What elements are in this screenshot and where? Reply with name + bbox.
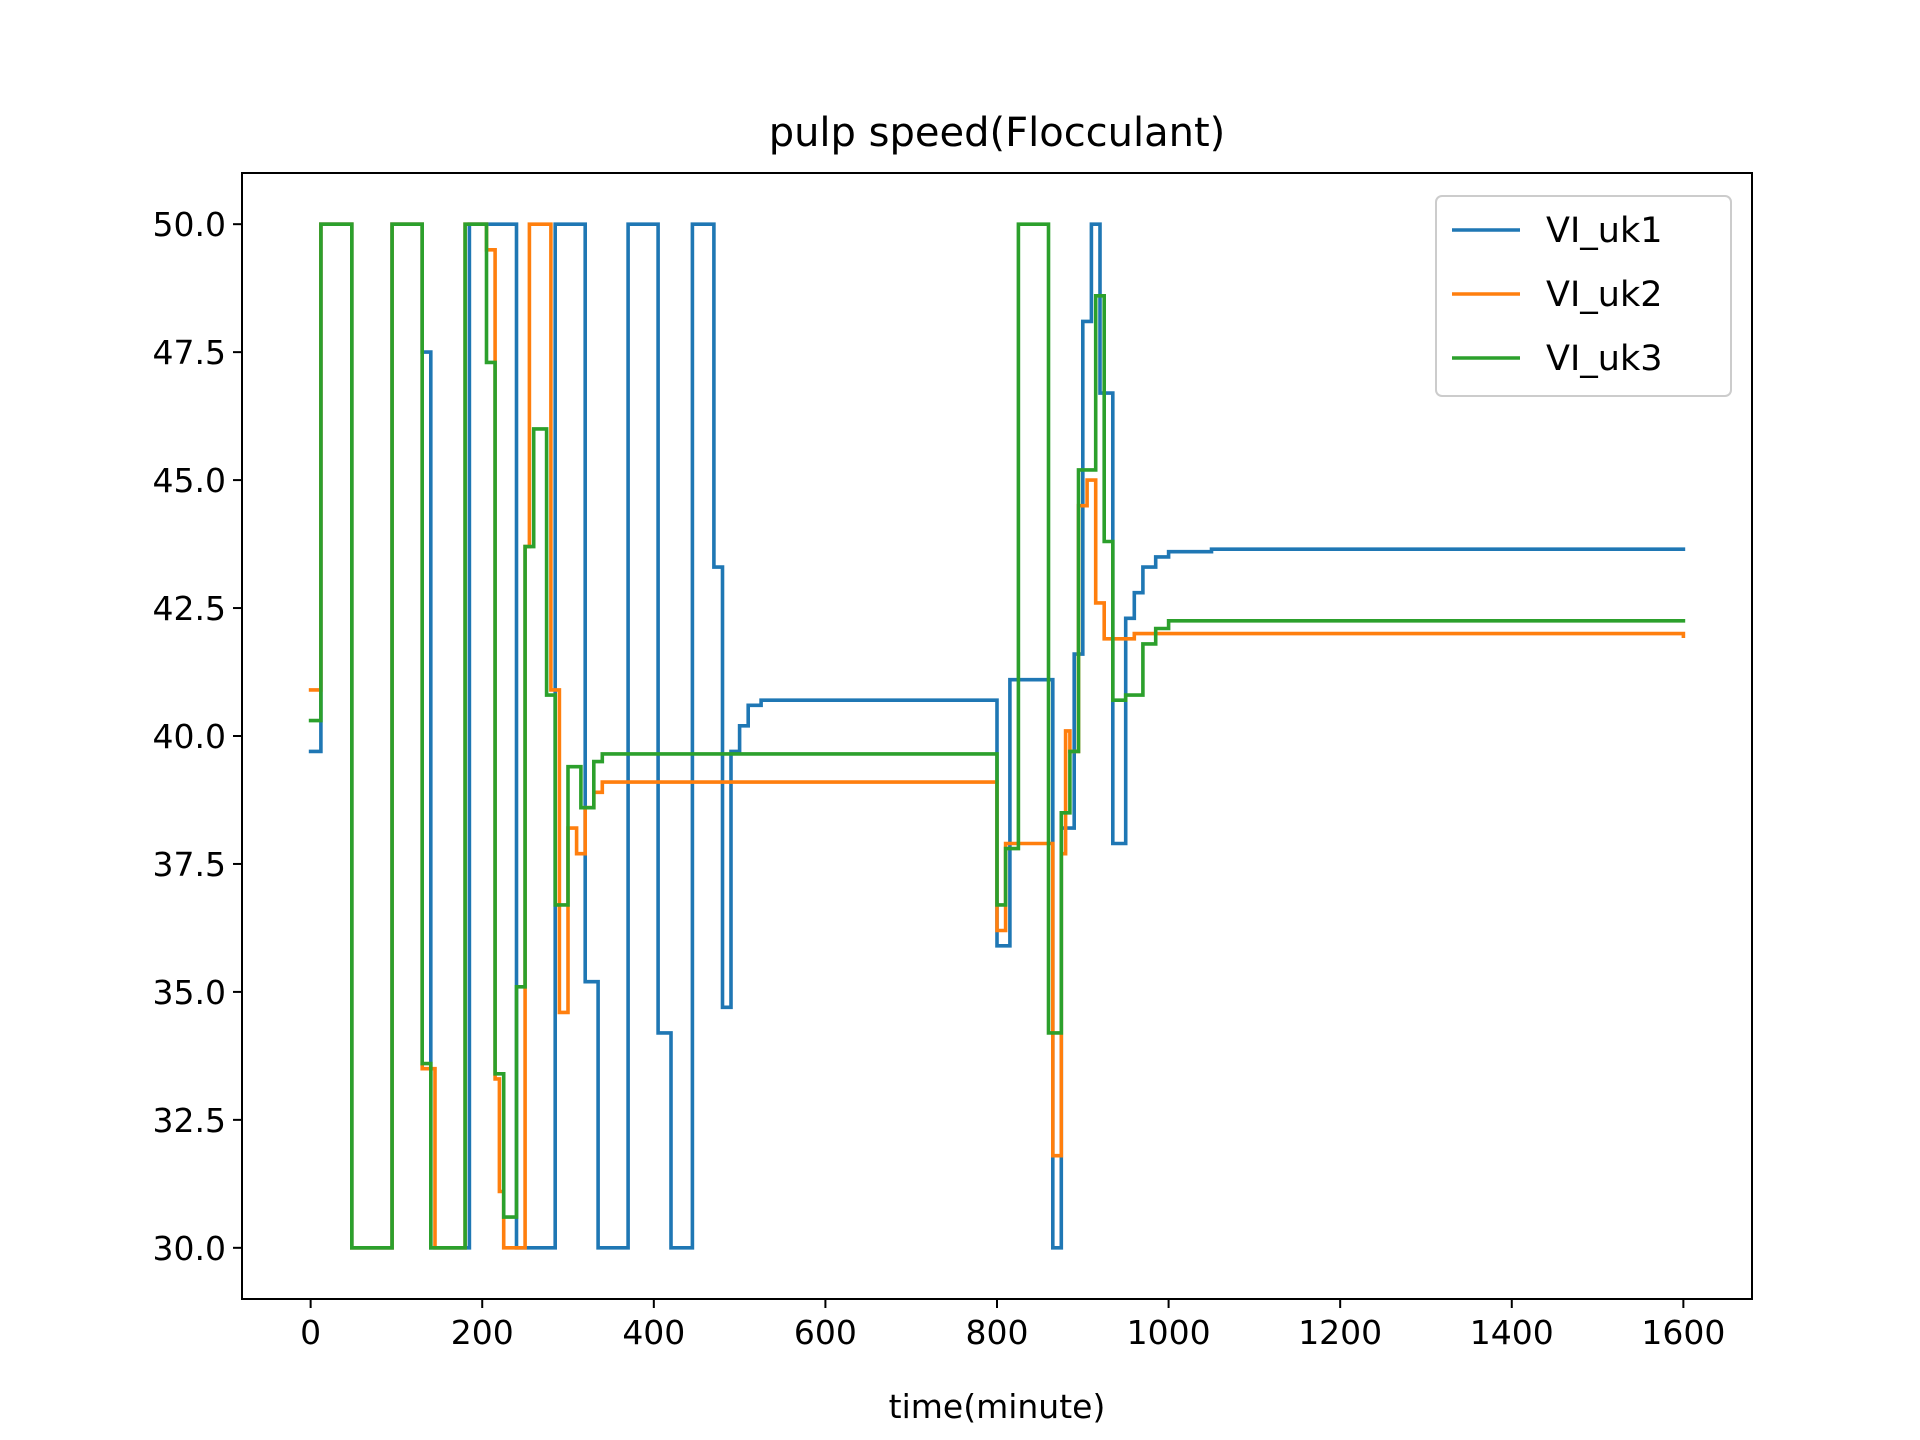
chart-title: pulp speed(Flocculant) [769, 110, 1226, 156]
y-tick-label: 32.5 [153, 1101, 226, 1140]
legend-label-2: VI_uk2 [1546, 275, 1662, 315]
legend: VI_uk1 VI_uk2 VI_uk3 [1435, 195, 1732, 397]
x-tick-label: 1400 [1470, 1313, 1554, 1352]
y-tick-label: 40.0 [153, 717, 226, 756]
y-tick-label: 30.0 [153, 1229, 226, 1268]
x-axis-label: time(minute) [889, 1387, 1106, 1426]
legend-label-1: VI_uk1 [1546, 211, 1662, 251]
legend-box [1435, 195, 1732, 397]
y-tick-label: 50.0 [153, 205, 226, 244]
y-tick-label: 35.0 [153, 973, 226, 1012]
x-tick-label: 0 [300, 1313, 321, 1352]
x-tick-label: 1200 [1298, 1313, 1382, 1352]
y-tick-label: 45.0 [153, 461, 226, 500]
y-tick-label: 37.5 [153, 845, 226, 884]
y-axis: 30.0 32.5 35.0 37.5 40.0 42.5 45.0 47.5 50.0 [153, 205, 242, 1268]
x-tick-label: 600 [794, 1313, 857, 1352]
x-tick-label: 1600 [1641, 1313, 1725, 1352]
x-tick-label: 800 [966, 1313, 1029, 1352]
x-tick-label: 1000 [1127, 1313, 1211, 1352]
x-axis: 0 200 400 600 800 1000 1200 1400 1600 [300, 1299, 1725, 1352]
x-tick-label: 400 [622, 1313, 685, 1352]
series-line-1 [308, 222, 1686, 1250]
series-line-3 [308, 222, 1686, 1250]
y-tick-label: 47.5 [153, 333, 226, 372]
series-layer [308, 222, 1686, 1250]
y-tick-label: 42.5 [153, 589, 226, 628]
legend-label-3: VI_uk3 [1546, 339, 1662, 379]
x-tick-label: 200 [451, 1313, 514, 1352]
